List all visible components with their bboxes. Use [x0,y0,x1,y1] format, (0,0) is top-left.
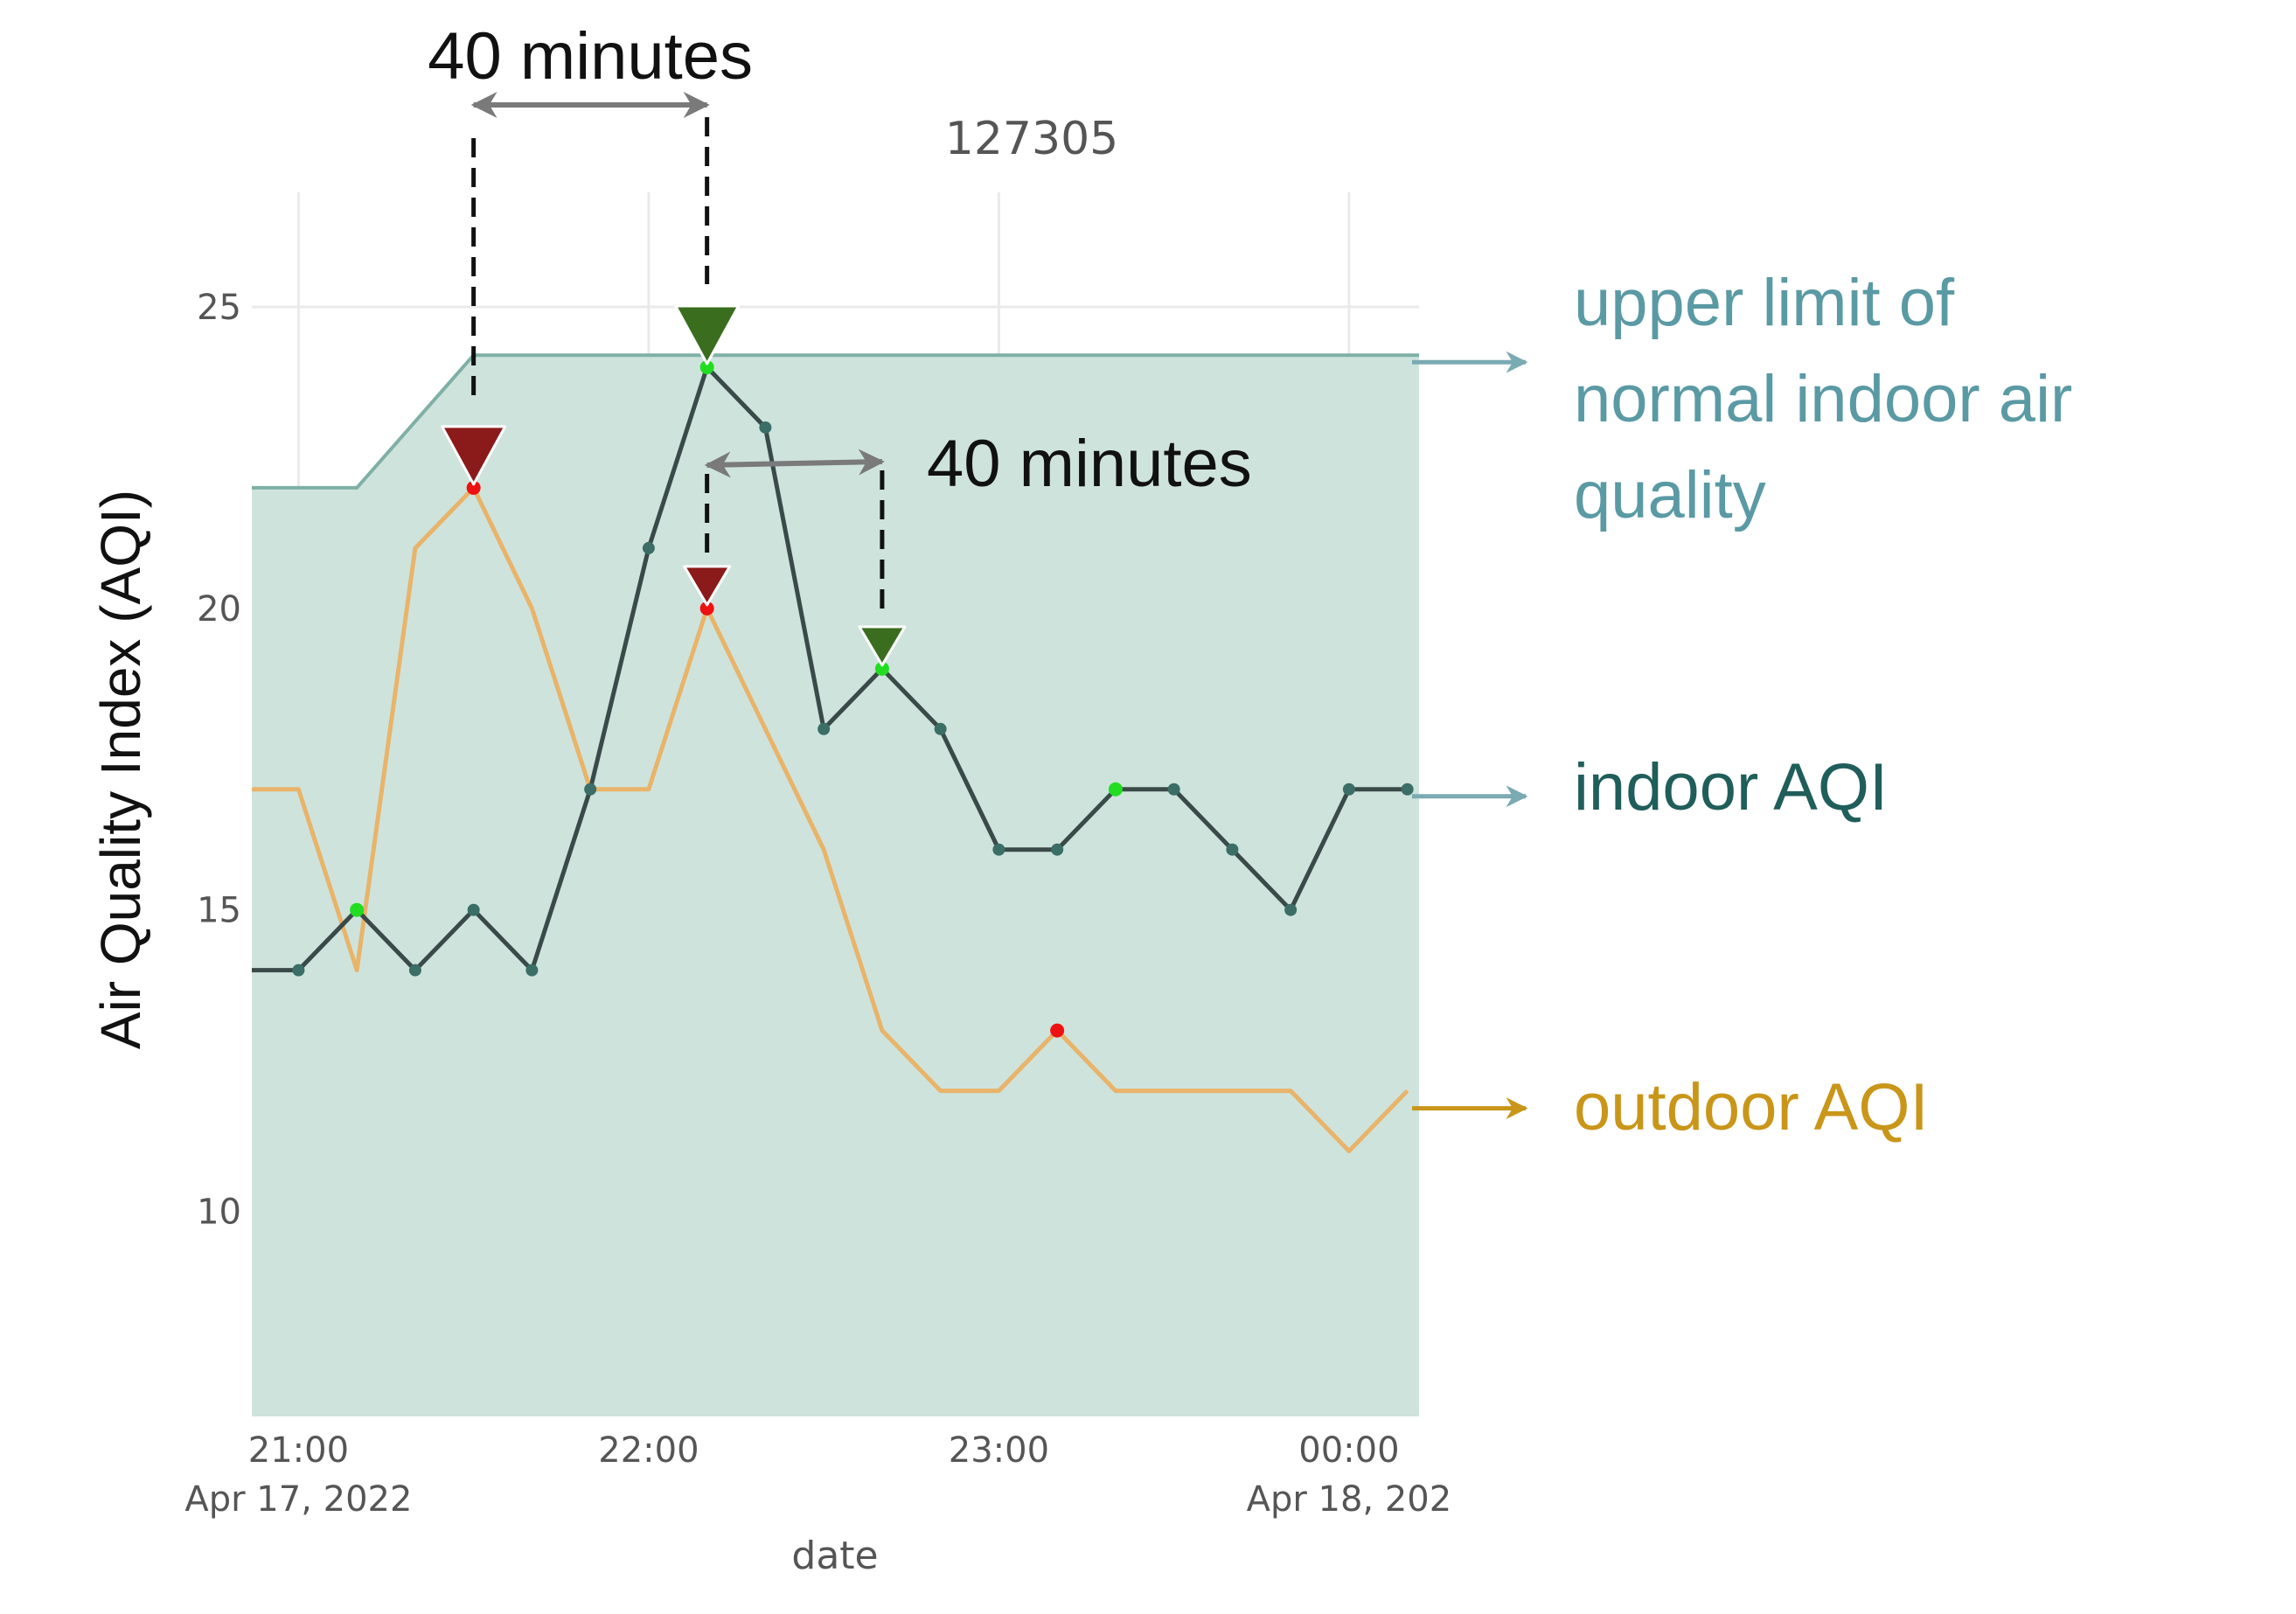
y-tick-label: 25 [197,288,241,328]
x-tick-label: 23:00 [949,1430,1049,1471]
upper-limit-line [252,353,1419,490]
indoor-aqi-point [1401,783,1414,796]
span-arrow-2 [704,449,885,478]
peak-markers [441,304,907,667]
x-tick-label: 00:00 [1298,1430,1399,1471]
indoor-aqi-point-highlight [874,661,889,676]
indoor-aqi-point [992,843,1005,856]
y-axis-label: Air Quality Index (AQI) [89,490,152,1049]
legend-upper-limit-line3: quality [1574,458,1766,532]
chart-title: 127305 [945,113,1119,165]
x-tick-sublabel: Apr 17, 2022 [184,1479,412,1520]
outdoor-aqi-series [252,480,1409,1154]
span-label-1: 40 minutes [428,19,753,94]
x-tick-label: 22:00 [598,1430,699,1471]
legend-indoor-aqi: indoor AQI [1574,750,1888,824]
indoor-aqi-point [642,541,655,554]
indoor-aqi-point [408,964,421,977]
indoor-aqi-point-highlight [699,360,714,374]
outdoor-aqi-point-highlight [466,480,481,495]
peak-triangle [674,304,741,365]
outdoor-aqi-point-highlight [1050,1023,1065,1038]
indoor-aqi-series [252,360,1414,977]
indoor-aqi-point [1284,903,1298,916]
x-tick-sublabel: Apr 18, 202 [1247,1479,1452,1520]
indoor-aqi-point [584,783,597,796]
peak-triangle [683,565,732,607]
y-tick-label: 10 [197,1193,241,1233]
time-span-annotations: 40 minutes 40 minutes [428,19,1252,613]
indoor-aqi-point [1051,843,1064,856]
indoor-aqi-point [467,903,480,916]
indoor-aqi-point [292,964,305,977]
peak-triangle [858,625,907,667]
y-tick-label: 15 [197,891,241,931]
x-axis-label: date [791,1534,878,1578]
indoor-aqi-point [1167,783,1180,796]
legend-upper-limit-line2: normal indoor air [1574,362,2072,436]
indoor-aqi-point-highlight [350,902,365,917]
indoor-aqi-point [1342,783,1355,796]
indoor-aqi-point [934,722,947,735]
indoor-aqi-point [759,421,772,434]
outdoor-aqi-line [252,485,1409,1154]
indoor-aqi-point [525,964,539,977]
peak-triangle [441,425,507,486]
span-label-2: 40 minutes [927,427,1252,501]
outdoor-aqi-point-highlight [699,601,714,616]
y-tick-label: 20 [197,589,241,630]
indoor-aqi-point [1226,843,1239,856]
x-tick-label: 21:00 [248,1430,349,1471]
indoor-aqi-point [818,722,831,735]
axis-ticks: 10 15 20 25 21:00 Apr 17, 2022 22:00 23:00 00:00… [184,288,1451,1520]
legend-upper-limit-line1: upper limit of [1574,266,1955,340]
indoor-aqi-point-highlight [1108,782,1123,797]
legend: upper limit of normal indoor air quality… [1412,266,2072,1144]
legend-outdoor-aqi: outdoor AQI [1574,1070,1929,1144]
